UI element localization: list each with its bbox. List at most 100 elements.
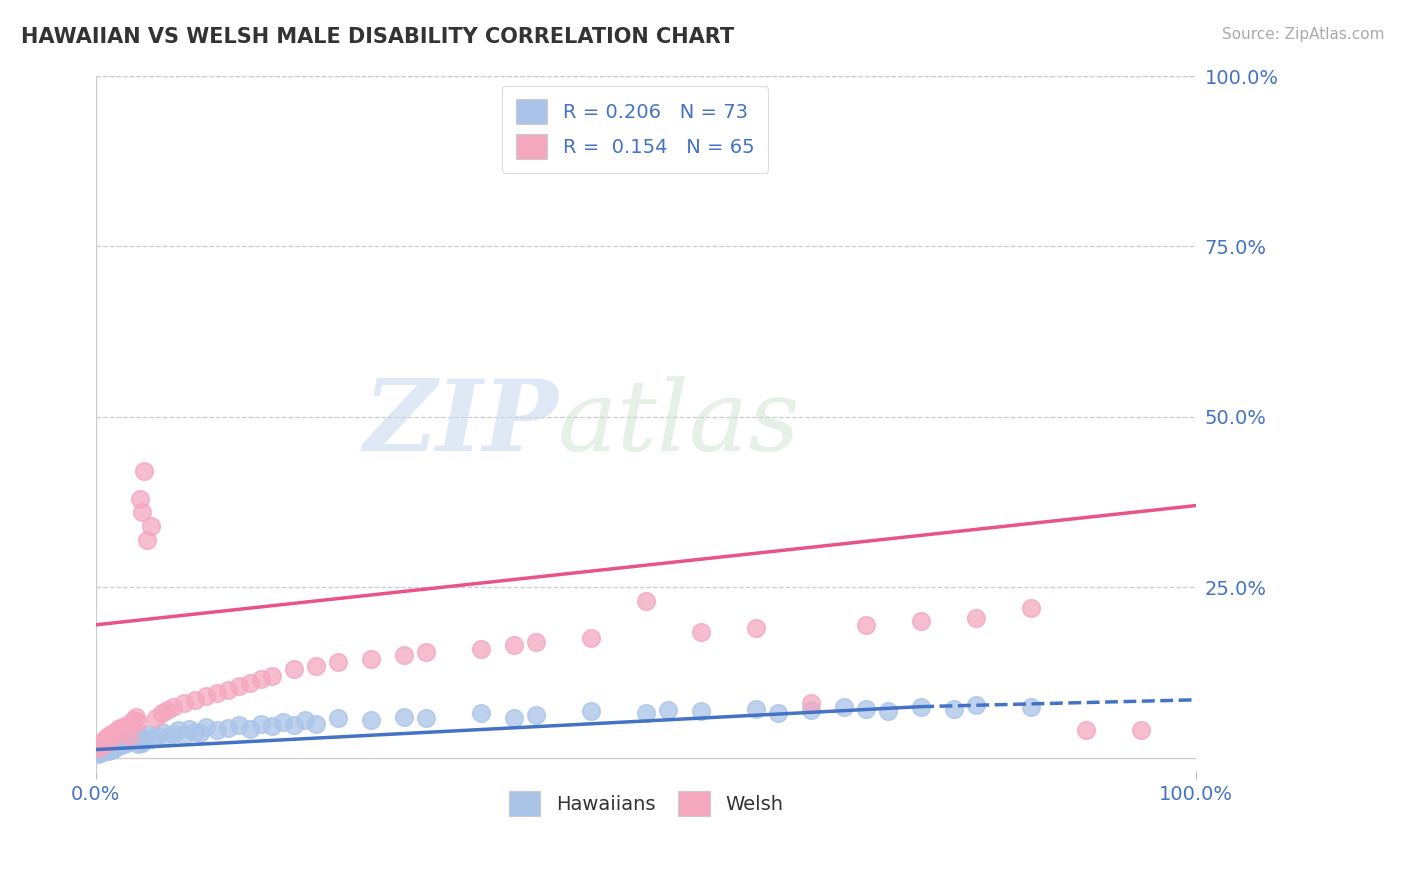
Point [90,744,112,758]
Point [139,519,162,533]
Point [115,736,138,750]
Point [135,533,157,547]
Point [156,731,179,745]
Point [101,742,124,756]
Point [93,737,115,751]
Point [184,693,207,707]
Point [179,722,201,736]
Point [89,737,111,751]
Point [832,699,855,714]
Point [1076,723,1098,738]
Point [93,742,115,756]
Point [415,711,437,725]
Point [93,731,115,746]
Point [283,662,305,676]
Point [239,722,262,736]
Point [283,718,305,732]
Point [124,731,146,745]
Point [745,701,768,715]
Point [305,658,328,673]
Point [392,648,415,663]
Point [250,716,273,731]
Point [129,491,152,506]
Point [134,465,156,479]
Text: atlas: atlas [558,376,801,471]
Point [89,739,111,753]
Point [326,655,349,669]
Point [855,617,877,632]
Point [167,723,190,738]
Point [131,505,153,519]
Point [1130,723,1153,738]
Point [294,713,316,727]
Point [118,731,141,746]
Point [90,736,112,750]
Point [415,645,437,659]
Point [100,727,122,741]
Point [135,727,157,741]
Point [115,718,138,732]
Point [120,734,142,748]
Point [91,745,114,759]
Point [87,747,110,762]
Point [114,723,136,738]
Text: ZIP: ZIP [363,376,558,472]
Point [503,711,526,725]
Point [503,638,526,652]
Point [910,615,932,629]
Point [470,641,492,656]
Point [965,611,987,625]
Point [910,699,932,714]
Point [103,739,125,753]
Point [104,740,127,755]
Point [965,698,987,712]
Point [239,675,262,690]
Point [1019,699,1042,714]
Point [184,724,207,739]
Point [205,723,228,738]
Point [111,738,134,752]
Point [579,705,602,719]
Point [271,715,294,730]
Point [162,727,184,741]
Point [98,729,121,743]
Point [97,733,120,747]
Point [129,728,152,742]
Point [360,713,382,727]
Point [470,706,492,721]
Point [1019,600,1042,615]
Point [118,729,141,743]
Point [89,745,111,759]
Point [104,727,127,741]
Point [524,635,547,649]
Point [87,740,110,755]
Point [131,736,153,750]
Point [101,731,124,745]
Point [145,711,167,725]
Point [690,624,713,639]
Point [800,703,823,717]
Point [173,696,195,710]
Point [96,740,118,755]
Point [134,733,156,747]
Point [111,720,134,734]
Point [190,726,212,740]
Point [524,708,547,723]
Point [98,731,121,746]
Point [877,705,900,719]
Point [104,737,127,751]
Point [94,742,117,756]
Point [217,721,239,735]
Point [228,679,250,693]
Point [124,710,146,724]
Point [150,724,173,739]
Point [657,703,679,717]
Point [104,724,127,739]
Point [107,722,129,736]
Point [97,744,120,758]
Point [855,701,877,715]
Point [360,652,382,666]
Point [89,746,111,760]
Point [305,716,328,731]
Point [579,632,602,646]
